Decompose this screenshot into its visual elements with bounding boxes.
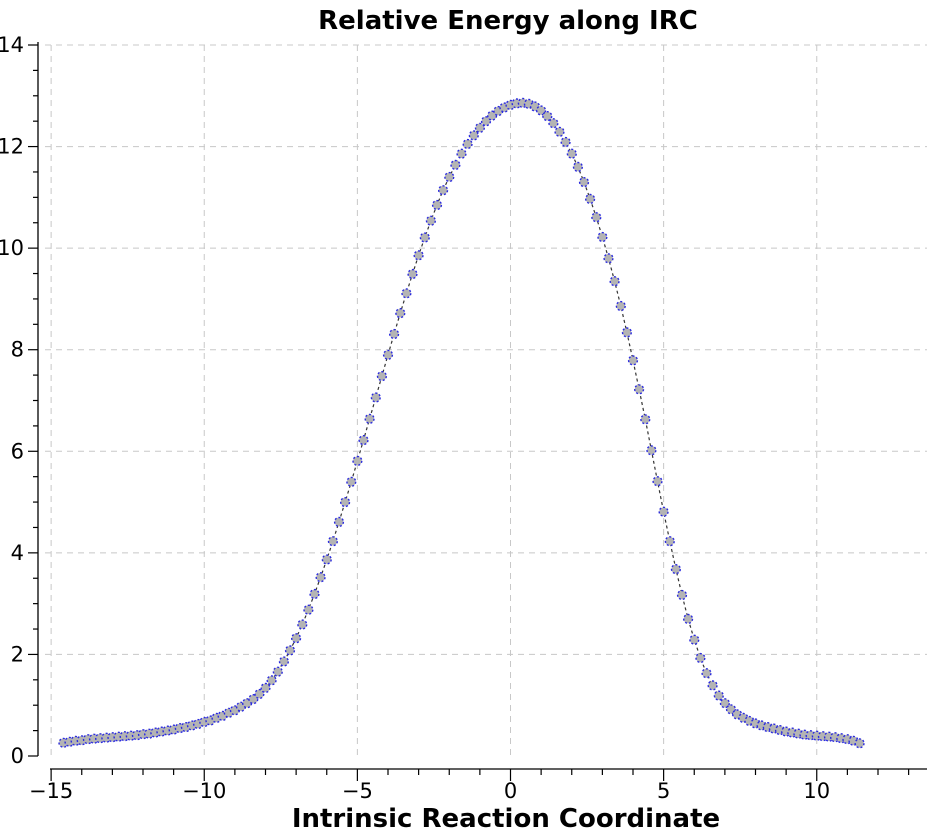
data-point <box>321 554 332 565</box>
data-point <box>248 693 259 705</box>
data-point <box>701 668 712 679</box>
x-tick-label: −10 <box>182 779 226 803</box>
data-point <box>621 327 633 338</box>
tick-labels: 0 2 4 6 8 10 12 14 −15 −10 −5 0 5 10 <box>0 33 830 803</box>
y-tick-label: 12 <box>0 135 24 159</box>
data-point <box>260 682 271 694</box>
data-point <box>297 619 308 630</box>
data-point <box>462 138 473 150</box>
data-point <box>340 497 351 508</box>
data-point <box>413 250 424 261</box>
data-point <box>658 506 669 517</box>
series-line-relative-energy <box>63 102 860 744</box>
data-point <box>713 690 724 701</box>
y-tick-label: 14 <box>0 33 24 57</box>
data-point <box>389 328 400 340</box>
data-point <box>468 130 479 141</box>
data-point <box>474 122 486 133</box>
x-tick-label: −15 <box>29 779 73 803</box>
data-point <box>615 300 626 312</box>
chart-title: Relative Energy along IRC <box>318 6 698 36</box>
y-tick-label: 2 <box>11 642 24 666</box>
y-tick-label: 6 <box>11 439 24 463</box>
data-point <box>327 536 339 547</box>
data-point <box>535 105 547 116</box>
data-point <box>597 231 608 243</box>
data-point <box>376 371 388 382</box>
data-point <box>352 455 363 467</box>
x-axis-label: Intrinsic Reaction Coordinate <box>292 804 720 834</box>
data-point <box>425 215 437 226</box>
data-point <box>395 308 406 319</box>
data-point <box>382 349 394 360</box>
data-point <box>548 118 559 129</box>
data-points <box>58 97 865 749</box>
data-point <box>566 148 577 159</box>
data-point <box>254 688 265 700</box>
data-point <box>480 116 492 127</box>
x-tick-label: 10 <box>803 779 830 803</box>
data-point <box>670 563 682 575</box>
y-tick-label: 0 <box>11 744 24 768</box>
data-point <box>554 126 565 137</box>
data-point <box>303 604 314 615</box>
data-point <box>603 253 614 264</box>
y-tick-label: 4 <box>11 541 24 565</box>
axes <box>37 42 927 770</box>
data-point <box>315 572 326 583</box>
data-point <box>633 384 645 395</box>
data-point <box>640 414 651 425</box>
data-point <box>542 110 553 122</box>
data-point <box>609 276 620 287</box>
y-tick-label: 8 <box>11 338 24 362</box>
data-point <box>456 148 467 159</box>
data-point <box>419 232 430 243</box>
data-point <box>591 212 602 223</box>
data-point <box>652 476 663 487</box>
x-tick-label: 5 <box>657 779 670 803</box>
data-point <box>627 355 639 366</box>
data-point <box>309 588 320 600</box>
data-point <box>438 185 449 196</box>
data-point <box>676 589 688 601</box>
data-point <box>664 536 675 547</box>
data-point <box>333 516 345 528</box>
data-point <box>560 136 571 148</box>
data-point <box>584 193 596 205</box>
data-point <box>407 268 418 280</box>
data-point <box>346 476 357 487</box>
data-point <box>272 666 283 677</box>
data-point <box>450 159 461 171</box>
data-point <box>278 656 290 667</box>
data-point <box>266 675 277 686</box>
data-point <box>646 445 657 456</box>
y-tick-label: 10 <box>0 236 24 260</box>
data-point <box>689 634 700 645</box>
x-tick-label: 0 <box>504 779 517 803</box>
data-point <box>578 177 590 188</box>
data-point <box>401 288 412 299</box>
data-point <box>444 171 455 183</box>
data-point <box>431 199 443 211</box>
data-point <box>719 698 731 709</box>
data-point <box>707 680 718 691</box>
data-point <box>695 652 706 664</box>
data-point <box>572 161 584 173</box>
data-point <box>291 633 302 644</box>
grid-lines <box>45 44 927 756</box>
data-point <box>364 413 375 424</box>
data-point <box>682 613 694 625</box>
x-tick-label: −5 <box>342 779 373 803</box>
data-point <box>854 738 865 749</box>
data-point <box>370 392 381 403</box>
data-point <box>358 435 369 446</box>
data-point <box>284 645 296 656</box>
tick-marks <box>28 44 910 781</box>
